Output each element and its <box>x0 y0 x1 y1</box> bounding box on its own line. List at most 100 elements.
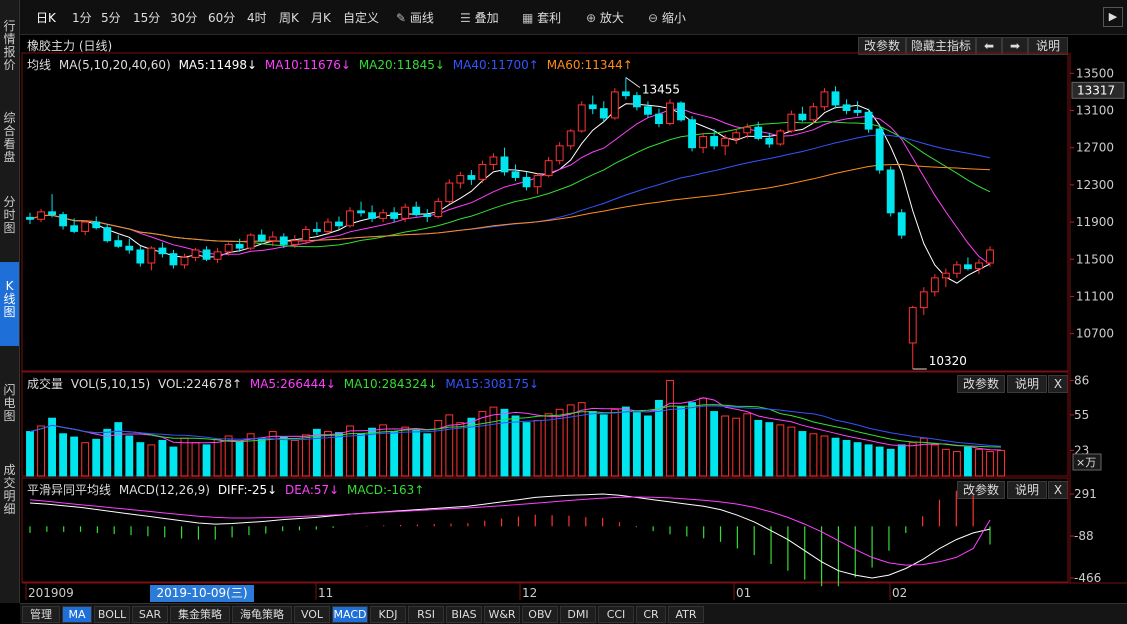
indicator-tab-dmi-13[interactable]: DMI <box>560 606 596 623</box>
arbitrage-label: 套利 <box>537 11 562 25</box>
indicator-tab-bar: 管理 MA BOLL SAR 集金策略 海龟策略 VOL MACD KDJ RSI BIAS W&R O… <box>20 603 1127 624</box>
candle-body <box>776 130 785 145</box>
draw-line-button[interactable]: ✎ 画线 <box>396 9 434 26</box>
zoom-in-button[interactable]: ⊕ 放大 <box>586 9 624 26</box>
indicator-tab-macd-7[interactable]: MACD <box>332 606 368 623</box>
indicator-tab--5[interactable]: 海龟策略 <box>232 606 292 623</box>
candle-body <box>412 206 421 216</box>
volume-bar <box>246 433 255 477</box>
candle-body <box>566 130 575 147</box>
indicator-tab-atr-16[interactable]: ATR <box>668 606 704 623</box>
time-tick-label: 02 <box>892 586 907 600</box>
indicator-tab--0[interactable]: 管理 <box>22 606 60 623</box>
candle-body <box>798 113 807 121</box>
indicator-tab-boll-2[interactable]: BOLL <box>94 606 130 623</box>
period-4h[interactable]: 4时 <box>247 11 267 25</box>
volume-bar <box>312 428 321 477</box>
volume-bar <box>666 379 674 477</box>
left-tab-4[interactable]: 闪电图 <box>3 383 16 423</box>
indicator-tab-wr-11[interactable]: W&R <box>484 606 520 623</box>
volume-bar <box>621 406 630 477</box>
macd-help-button[interactable]: 说明 <box>1007 481 1047 499</box>
candle-body <box>357 210 365 214</box>
overlay-button[interactable]: ☰ 叠加 <box>460 9 499 26</box>
volume-ma5-line <box>29 397 1002 451</box>
candle-body <box>335 221 343 227</box>
period-month[interactable]: 月K <box>311 11 331 25</box>
candle-body <box>279 236 288 245</box>
draw-line-label: 画线 <box>409 11 434 25</box>
volume-bar <box>721 415 730 477</box>
arbitrage-button[interactable]: ▦ 套利 <box>522 9 561 26</box>
candle-body <box>964 264 972 270</box>
period-week[interactable]: 周K <box>279 11 299 25</box>
time-tick-label: 201909 <box>28 586 74 600</box>
volume-bar <box>688 402 696 477</box>
left-tab-bar: 行情报价综合看盘分时图 K线图闪电图成交明细 <box>0 0 20 603</box>
candle-body <box>853 109 862 113</box>
hide-main-indicator-button[interactable]: 隐藏主指标 <box>906 37 976 55</box>
volume-bar <box>743 413 752 477</box>
volume-bar <box>235 441 244 477</box>
period-day[interactable]: 日K <box>36 11 56 25</box>
indicator-tab-obv-12[interactable]: OBV <box>522 606 558 623</box>
macd-params-button[interactable]: 改参数 <box>957 481 1005 499</box>
macd-close-icon[interactable]: X <box>1048 481 1068 499</box>
macd-diff-value: DIFF:-25↓ <box>217 483 278 497</box>
price-tick-label: 10700 <box>1072 327 1114 341</box>
high-label: 13455 <box>642 82 680 96</box>
candle-body <box>588 104 597 110</box>
indicator-tab-rsi-9[interactable]: RSI <box>408 606 444 623</box>
indicator-tab-vol-6[interactable]: VOL <box>294 606 330 623</box>
volume-bar <box>456 422 465 477</box>
indicator-tab-kdj-8[interactable]: KDJ <box>370 606 406 623</box>
candle-body <box>224 243 233 253</box>
vol-ma10-value: MA10:284324↓ <box>343 377 438 391</box>
left-tab-1[interactable]: 综合看盘 <box>3 111 16 164</box>
arrow-left-icon[interactable]: ⬅ <box>976 37 1002 55</box>
volume-bar <box>842 439 851 477</box>
left-tab-5[interactable]: 成交明细 <box>3 463 16 516</box>
candle-body <box>202 249 211 260</box>
volume-bar <box>886 448 895 477</box>
volume-tick-label: 86 <box>1074 373 1089 387</box>
indicator-tab-ma-1[interactable]: MA <box>62 606 92 623</box>
candle-body <box>544 160 553 177</box>
period-60min[interactable]: 60分 <box>208 11 236 25</box>
macd-tick-label: -466 <box>1074 571 1101 585</box>
volume-params-button[interactable]: 改参数 <box>957 375 1005 393</box>
kline-chart[interactable]: 13500 13100 12700 12300 11900 11500 1110… <box>0 0 1127 603</box>
macd-tick-label: 291 <box>1074 487 1097 501</box>
indicator-tab-sar-3[interactable]: SAR <box>132 606 168 623</box>
zoom-out-label: 缩小 <box>661 11 686 25</box>
volume-bar <box>908 442 917 477</box>
volume-bar <box>379 424 388 477</box>
indicator-tab--4[interactable]: 集金策略 <box>170 606 230 623</box>
volume-bar <box>588 411 597 477</box>
zoom-out-button[interactable]: ⊖ 缩小 <box>648 9 686 26</box>
left-tab-0[interactable]: 行情报价 <box>3 19 16 72</box>
period-30min[interactable]: 30分 <box>170 11 198 25</box>
main-params-button[interactable]: 改参数 <box>858 37 906 55</box>
main-title: 橡胶主力 (日线) <box>27 39 113 53</box>
indicator-tab-bias-10[interactable]: BIAS <box>446 606 482 623</box>
left-tab-2[interactable]: 分时图 <box>3 195 16 235</box>
indicator-tab-cr-15[interactable]: CR <box>636 606 666 623</box>
next-icon[interactable]: ▶ <box>1103 7 1123 27</box>
arrow-right-icon[interactable]: ➡ <box>1002 37 1028 55</box>
period-5min[interactable]: 5分 <box>101 11 121 25</box>
main-help-button[interactable]: 说明 <box>1028 37 1068 55</box>
period-15min[interactable]: 15分 <box>133 11 161 25</box>
candle-body <box>456 175 465 184</box>
candle-body <box>886 169 895 214</box>
period-custom[interactable]: 自定义 <box>343 11 380 25</box>
indicator-tab-cci-14[interactable]: CCI <box>598 606 634 623</box>
candle-body <box>379 212 388 219</box>
volume-bar <box>897 444 906 477</box>
period-1min[interactable]: 1分 <box>72 11 92 25</box>
volume-help-button[interactable]: 说明 <box>1007 375 1047 393</box>
volume-bar <box>158 439 167 477</box>
macd-legend: 平滑异同平均线 MACD(12,26,9) DIFF:-25↓ DEA:57↓ … <box>27 481 424 498</box>
left-tab-3[interactable]: K线图 <box>0 262 19 346</box>
candle-body <box>666 102 674 125</box>
